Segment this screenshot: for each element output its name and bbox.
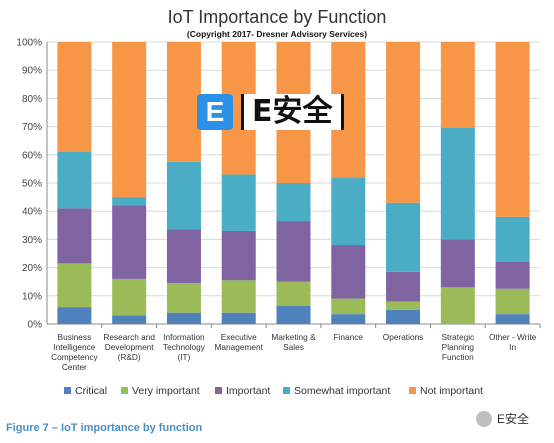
bar-segment — [112, 278, 147, 316]
x-tick-label: Business Intelligence Competency Center — [51, 332, 98, 372]
logo-letter: E — [197, 94, 233, 130]
bar-segment — [166, 312, 201, 324]
chart-title: IoT Importance by Function — [168, 7, 387, 27]
bar-segment — [331, 314, 366, 324]
y-tick-label: 40% — [22, 207, 42, 218]
figure-caption: Figure 7 – IoT importance by function — [6, 422, 203, 434]
legend-swatch — [283, 387, 290, 394]
bar-segment — [57, 263, 92, 308]
legend-swatch — [215, 387, 222, 394]
bar-segment — [57, 151, 92, 209]
bar-segment — [495, 261, 530, 289]
bar-segment — [386, 309, 421, 324]
y-tick-label: 10% — [22, 291, 42, 302]
bar-segment — [112, 42, 147, 198]
bar-segment — [276, 221, 311, 282]
bar-segment — [57, 307, 92, 324]
bar-segment — [440, 128, 475, 240]
legend-label: Not important — [420, 385, 483, 397]
x-tick-label: Information Technology (IT) — [163, 332, 206, 362]
y-tick-label: 50% — [22, 179, 42, 190]
legend-swatch — [64, 387, 71, 394]
bar-segment — [221, 230, 256, 281]
logo-text: E安全 — [241, 94, 344, 130]
bar-segment — [221, 174, 256, 231]
bar-segment — [495, 216, 530, 262]
bar-segment — [331, 245, 366, 299]
y-tick-label: 80% — [22, 94, 42, 105]
x-tick-label: Executive Management — [215, 332, 264, 352]
bar-segment — [221, 312, 256, 324]
wechat-icon — [476, 410, 492, 427]
bar-segment — [166, 161, 201, 230]
bar-segment — [331, 177, 366, 246]
bar-segment — [495, 288, 530, 315]
bar-segment — [440, 287, 475, 324]
legend-swatch — [409, 387, 416, 394]
chart-subtitle: (Copyright 2017- Dresner Advisory Servic… — [187, 29, 367, 39]
bar-segment — [495, 314, 530, 324]
y-tick-label: 20% — [22, 263, 42, 274]
bar-segment — [276, 305, 311, 324]
legend-label: Critical — [75, 385, 107, 397]
bar-segment — [166, 283, 201, 313]
x-tick-label: Finance — [334, 332, 364, 342]
wechat-label: E安全 — [497, 412, 530, 426]
legend-label: Important — [226, 385, 270, 397]
bar-segment — [57, 208, 92, 264]
legend-label: Very important — [132, 385, 200, 397]
bar-segment — [386, 42, 421, 203]
bar-segment — [112, 315, 147, 324]
watermark-logo: E E安全 — [197, 94, 344, 130]
x-tick-label: Strategic Planning Function — [441, 332, 474, 362]
legend-label: Somewhat important — [294, 385, 390, 397]
x-tick-label: Marketing & Sales — [271, 332, 316, 352]
bar-segment — [386, 202, 421, 272]
bar-segment — [276, 281, 311, 306]
y-tick-label: 30% — [22, 235, 42, 246]
bar-segment — [440, 239, 475, 288]
y-tick-label: 100% — [16, 38, 42, 49]
bar-segment — [276, 183, 311, 222]
bar-segment — [221, 280, 256, 313]
bar-segment — [331, 298, 366, 315]
y-tick-label: 0% — [28, 320, 43, 331]
bar-segment — [112, 205, 147, 279]
legend-swatch — [121, 387, 128, 394]
x-tick-label: Other - Write In — [489, 332, 537, 352]
bar-segment — [166, 42, 201, 162]
y-tick-label: 60% — [22, 150, 42, 161]
bar-segment — [166, 229, 201, 284]
bar-segment — [386, 301, 421, 310]
bar-segment — [386, 271, 421, 302]
bar-segment — [495, 42, 530, 217]
x-tick-label: Research and Development (R&D) — [103, 332, 155, 362]
y-tick-label: 70% — [22, 122, 42, 133]
wechat-watermark: E安全 — [476, 410, 529, 427]
x-tick-label: Operations — [383, 332, 424, 342]
bar-segment — [112, 197, 147, 206]
bar-segment — [440, 42, 475, 129]
y-tick-label: 90% — [22, 66, 42, 77]
bar-segment — [57, 42, 92, 152]
